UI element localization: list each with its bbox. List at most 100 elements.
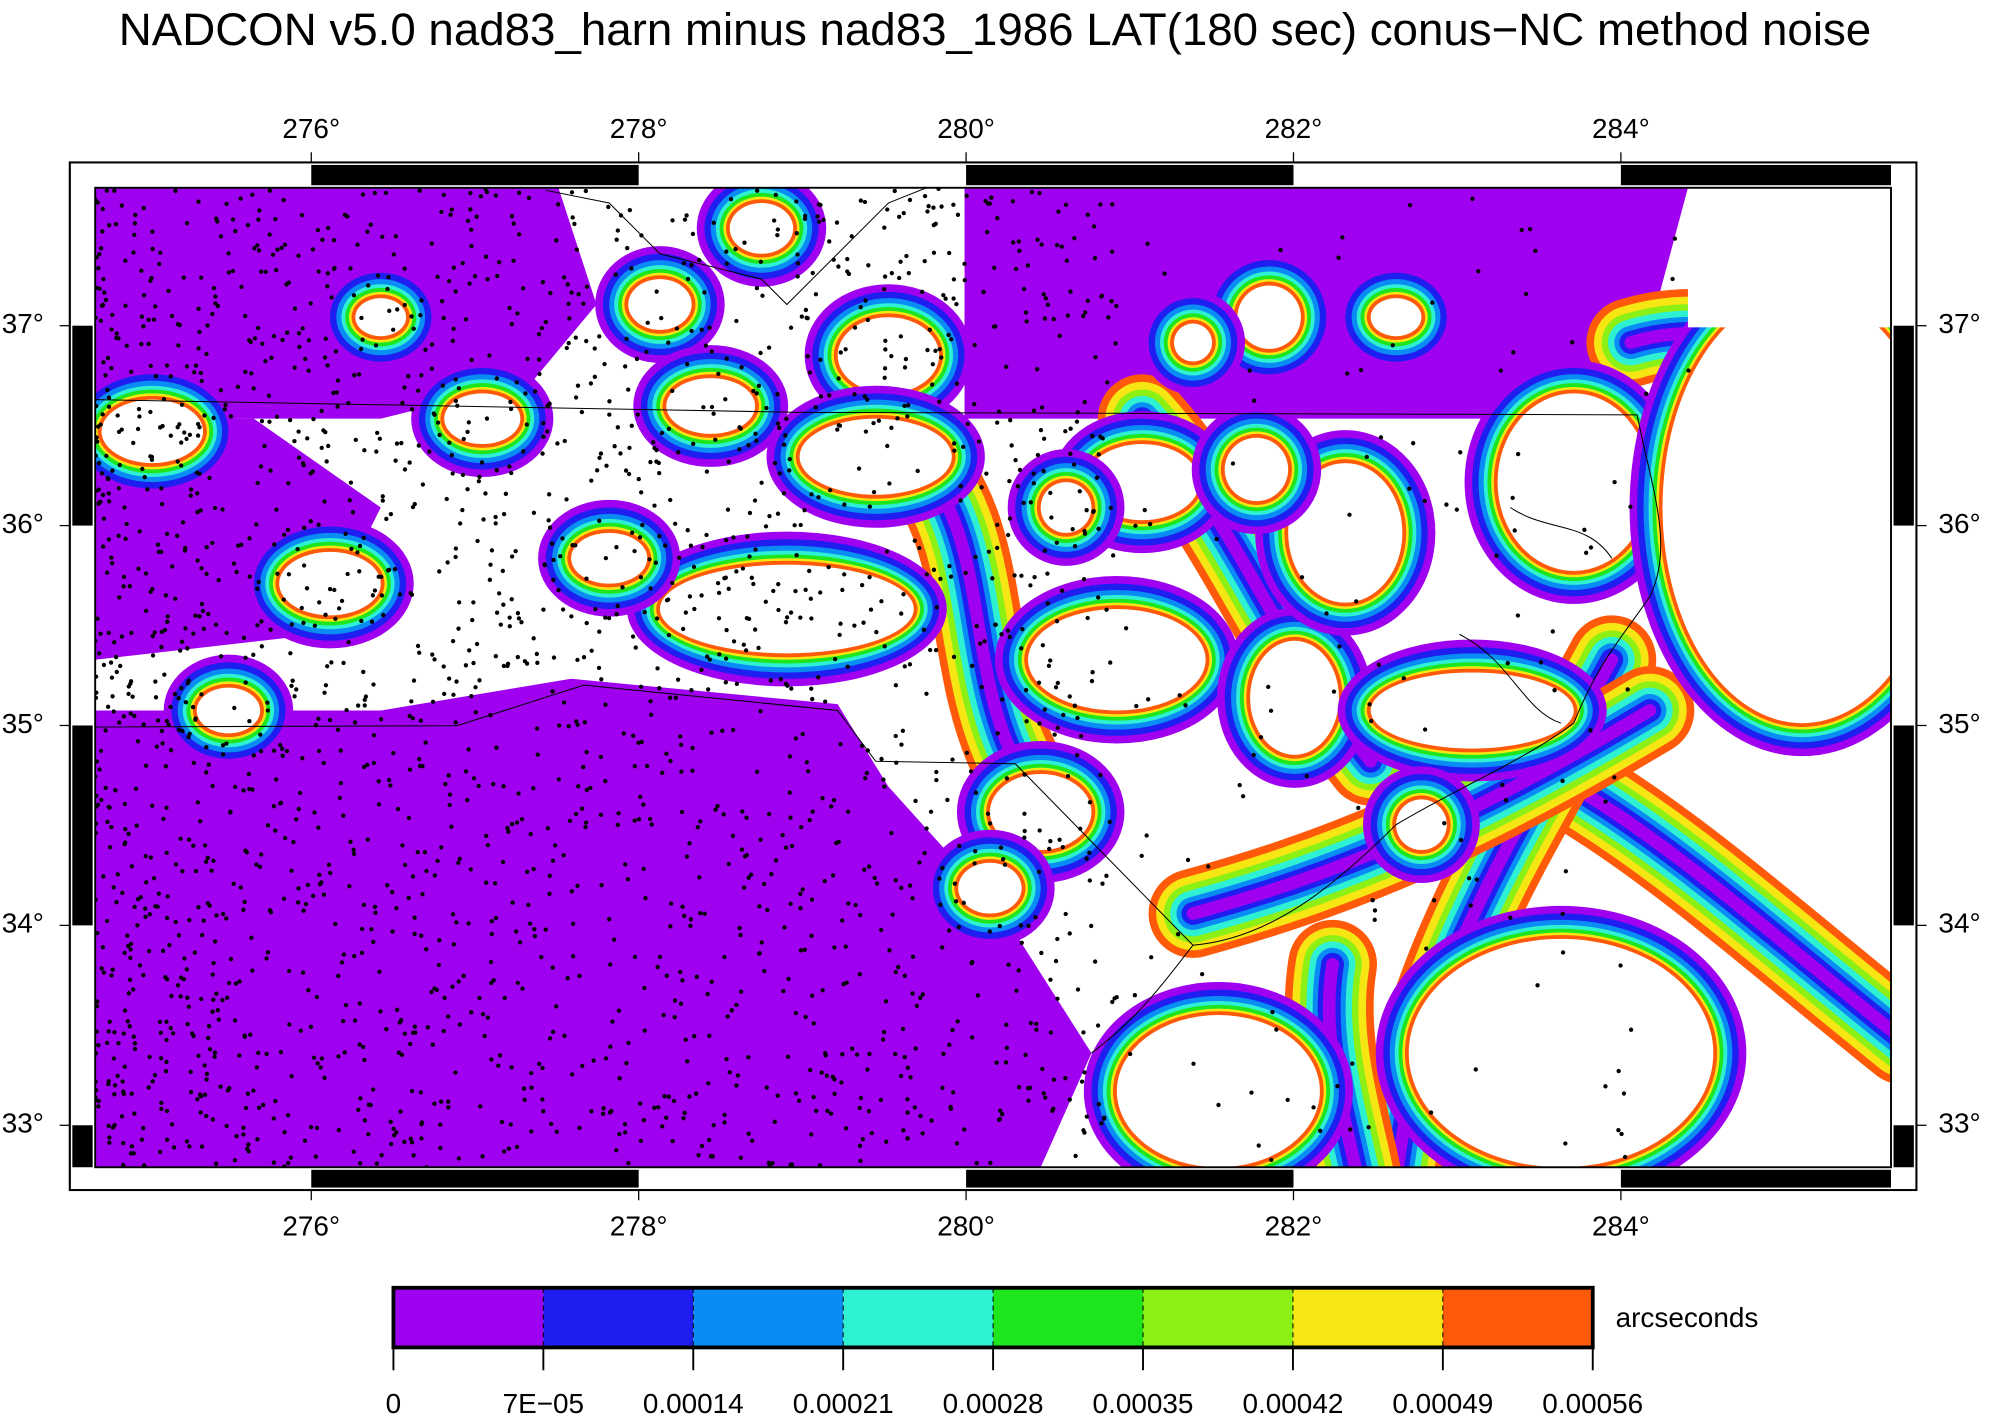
station-dot xyxy=(484,833,489,839)
station-dot xyxy=(862,867,867,872)
station-dot xyxy=(510,900,515,905)
station-dot xyxy=(259,644,264,649)
station-dot xyxy=(257,864,263,869)
station-dot xyxy=(117,462,122,468)
station-dot xyxy=(252,336,258,341)
station-dot xyxy=(1022,828,1027,834)
station-dot xyxy=(449,207,454,212)
station-dot xyxy=(898,1073,904,1079)
station-dot xyxy=(598,812,604,817)
station-dot xyxy=(497,1053,503,1058)
station-dot xyxy=(407,460,412,465)
station-dot xyxy=(469,227,474,232)
station-dot xyxy=(514,1144,520,1150)
station-dot xyxy=(857,1105,862,1111)
station-dot xyxy=(734,569,739,574)
station-dot xyxy=(598,754,604,760)
station-dot xyxy=(388,783,393,788)
station-dot xyxy=(857,1143,863,1148)
station-dot xyxy=(303,901,309,907)
station-dot xyxy=(132,1041,138,1046)
station-dot xyxy=(1075,987,1081,992)
station-dot xyxy=(116,486,122,491)
station-dot xyxy=(1500,782,1505,788)
station-dot xyxy=(1251,398,1257,403)
station-dot xyxy=(139,268,144,273)
station-dot xyxy=(273,1098,278,1104)
station-dot xyxy=(501,663,507,669)
colorbar-segment xyxy=(993,1287,1144,1348)
station-dot xyxy=(902,365,908,370)
station-dot xyxy=(461,973,466,979)
station-dot xyxy=(274,507,279,512)
station-dot xyxy=(520,286,526,291)
station-dot xyxy=(1625,687,1630,692)
station-dot xyxy=(98,631,103,636)
station-dot xyxy=(579,806,585,811)
station-dot xyxy=(1063,429,1068,434)
station-dot xyxy=(484,189,490,195)
station-dot xyxy=(859,582,865,588)
station-dot xyxy=(937,876,942,881)
station-dot xyxy=(463,769,469,774)
station-dot xyxy=(1519,227,1524,233)
station-dot xyxy=(207,1046,213,1052)
station-dot xyxy=(360,192,366,197)
station-dot xyxy=(357,1001,362,1006)
station-dot xyxy=(900,1026,906,1032)
station-dot xyxy=(1021,500,1026,506)
station-dot xyxy=(1081,313,1086,319)
station-dot xyxy=(339,598,345,604)
station-dot xyxy=(1285,1097,1290,1103)
station-dot xyxy=(671,1098,677,1104)
station-dot xyxy=(243,680,248,685)
station-dot xyxy=(200,932,205,938)
station-dot xyxy=(1106,315,1111,320)
station-dot xyxy=(879,756,884,762)
station-dot xyxy=(775,511,781,516)
station-dot xyxy=(383,190,389,196)
station-dot xyxy=(437,569,442,574)
station-dot xyxy=(131,250,136,255)
station-dot xyxy=(324,459,329,464)
station-dot xyxy=(184,364,190,369)
station-dot xyxy=(285,1113,291,1118)
station-dot xyxy=(465,797,470,803)
station-dot xyxy=(184,221,190,226)
station-dot xyxy=(417,756,422,762)
station-dot xyxy=(705,991,710,997)
station-dot xyxy=(695,825,700,830)
station-dot xyxy=(298,1028,303,1033)
station-dot xyxy=(183,700,189,705)
station-dot xyxy=(507,615,512,620)
station-dot xyxy=(224,630,229,636)
station-dot xyxy=(1603,799,1608,804)
station-dot xyxy=(478,194,484,199)
station-dot xyxy=(762,968,767,974)
station-dot xyxy=(238,885,243,890)
station-dot xyxy=(682,1110,687,1116)
station-dot xyxy=(550,1029,556,1035)
station-dot xyxy=(142,1163,147,1168)
station-dot xyxy=(729,1008,734,1013)
station-dot xyxy=(458,521,463,526)
station-dot xyxy=(127,977,133,982)
station-dot xyxy=(308,1024,314,1029)
station-dot xyxy=(361,535,366,541)
station-dot xyxy=(289,622,294,627)
station-dot xyxy=(338,748,343,753)
station-dot xyxy=(783,845,789,850)
station-dot xyxy=(1191,1061,1196,1066)
station-dot xyxy=(737,425,742,430)
station-dot xyxy=(744,615,750,621)
noise-patch xyxy=(1370,298,1422,337)
station-dot xyxy=(1107,819,1112,825)
station-dot xyxy=(781,491,787,496)
station-dot xyxy=(400,843,405,848)
x-tick-label: 284° xyxy=(1592,1211,1650,1242)
station-dot xyxy=(566,724,571,729)
station-dot xyxy=(566,340,571,346)
station-dot xyxy=(584,749,589,755)
station-dot xyxy=(356,372,362,377)
station-dot xyxy=(849,234,854,239)
